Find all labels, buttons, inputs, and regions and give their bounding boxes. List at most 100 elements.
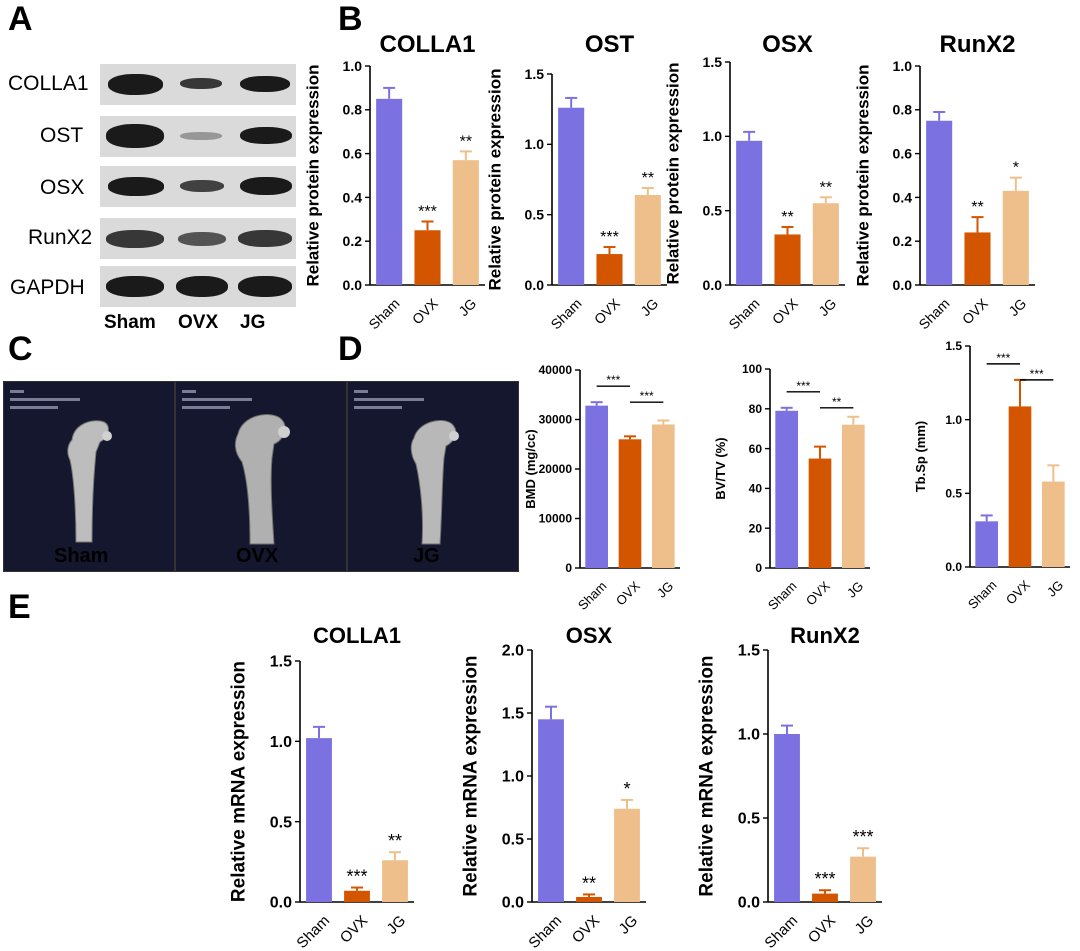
chart3-bar-1	[964, 232, 991, 285]
chart9-xtick-2: JG	[852, 912, 878, 938]
chart8-xtick-2: JG	[616, 912, 642, 938]
chart7-sig-2: **	[388, 831, 402, 851]
chart3-xtick-1: OVX	[959, 295, 992, 328]
chart9-sig-1: ***	[814, 869, 835, 889]
femur-ovx-icon	[234, 414, 290, 545]
chart3-ytick-label-1: 0.2	[893, 233, 913, 249]
chart1-xtick-0: Sham	[547, 295, 584, 332]
chart8-ytick-label-2: 1.0	[502, 769, 524, 786]
chart2-ylabel: Relative protein expression	[663, 62, 682, 284]
chart9-ytick-label-0: 0.0	[738, 895, 760, 912]
chart3-sig-1: **	[971, 199, 983, 216]
chart7-xtick-0: Sham	[293, 912, 333, 951]
chart9-ytick-label-1: 0.5	[738, 811, 760, 828]
chart5-ylabel: BV/TV (%)	[713, 437, 728, 499]
chart3-ylabel: Relative protein expression	[853, 64, 872, 286]
chart3-sig-2: *	[1013, 160, 1019, 177]
chart3-xtick-0: Sham	[915, 295, 952, 332]
chart0-xtick-1: OVX	[409, 295, 442, 328]
chart7-bar-0	[306, 738, 332, 902]
chart3-title: RunX2	[939, 31, 1015, 58]
chart4-ytick-label-0: 0	[565, 561, 572, 575]
chart4-ytick-label-2: 20000	[539, 462, 573, 476]
panel-label-d: D	[338, 330, 363, 368]
chart8-bar-1	[576, 896, 602, 902]
chart2-bar-0	[736, 140, 763, 285]
chart2-bar-1	[774, 234, 801, 285]
chart5-xtick-0: Sham	[765, 578, 800, 613]
chart1-xtick-1: OVX	[591, 295, 624, 328]
blot-strip-ost	[100, 116, 296, 157]
chart0-xtick-2: JG	[455, 295, 479, 319]
chart0-sig-2: **	[460, 133, 472, 150]
chart7-ytick-label-0: 0.0	[270, 895, 292, 912]
panel-label-c: C	[8, 330, 33, 368]
chart2-ytick-label-3: 1.5	[703, 54, 723, 70]
chart4-ytick-label-4: 40000	[539, 363, 573, 377]
chart9-xtick-0: Sham	[761, 912, 801, 951]
blot-strip-gapdh	[100, 266, 296, 307]
chart5-ytick-label-1: 20	[749, 521, 763, 535]
chart2-sig-1: **	[781, 209, 793, 226]
chart4-xtick-2: JG	[654, 578, 676, 600]
chart4-bar-1	[618, 439, 642, 568]
chart6-xtick-1: OVX	[1003, 577, 1033, 607]
chart5-xtick-2: JG	[844, 578, 866, 600]
femur-sham-icon	[67, 420, 112, 543]
chart1-sig-2: **	[642, 170, 654, 187]
chart2-xtick-0: Sham	[725, 295, 762, 332]
chart2-bar-2	[812, 203, 839, 285]
blot-label-runx2: RunX2	[28, 226, 93, 249]
chart6-bracket-label-1: ***	[1030, 367, 1044, 381]
chart4-ytick-label-1: 10000	[539, 512, 573, 526]
chart6-xtick-0: Sham	[965, 577, 1000, 612]
chart7-xtick-1: OVX	[337, 912, 371, 946]
chart7-ytick-label-2: 1.0	[270, 734, 292, 751]
chart2-title: OSX	[762, 31, 813, 58]
chart6-ytick-label-1: 0.5	[945, 487, 962, 501]
chart0-bar-1	[414, 230, 441, 285]
chart3-ytick-label-3: 0.6	[893, 146, 913, 162]
blot-lane-ovx: OVX	[178, 312, 219, 333]
chart5-ytick-label-4: 80	[749, 402, 763, 416]
chart5-bracket-label-1: **	[832, 395, 842, 409]
chart1-ytick-label-1: 0.5	[525, 207, 545, 223]
blot-strip-osx	[100, 166, 296, 207]
chart8-xtick-1: OVX	[569, 912, 603, 946]
chart4-bar-0	[585, 405, 608, 568]
blot-strip-colla1	[100, 64, 296, 105]
chart1-ylabel: Relative protein expression	[485, 68, 504, 290]
chart2-sig-2: **	[820, 179, 832, 196]
chart6-ylabel: Tb.Sp (mm)	[913, 421, 928, 493]
chart8-xtick-0: Sham	[525, 912, 565, 951]
chart8-ytick-label-3: 1.5	[502, 706, 524, 723]
chart6-ytick-label-3: 1.5	[945, 339, 962, 353]
blot-lane-jg: JG	[240, 312, 266, 333]
chart5-xtick-1: OVX	[803, 578, 833, 608]
chart9-ytick-label-3: 1.5	[738, 643, 760, 660]
chart1-ytick-label-3: 1.5	[525, 66, 545, 82]
chart5-ytick-label-5: 100	[742, 362, 762, 376]
chart0-ylabel: Relative protein expression	[303, 64, 322, 286]
chart9-ytick-label-2: 1.0	[738, 727, 760, 744]
chart3-ytick-label-0: 0.0	[893, 277, 913, 293]
blot-label-gapdh: GAPDH	[10, 276, 85, 299]
chart0-xtick-0: Sham	[365, 295, 402, 332]
ct-image-jg	[347, 381, 519, 572]
chart0-ytick-label-3: 0.6	[343, 146, 363, 162]
chart1-ytick-label-2: 1.0	[525, 136, 545, 152]
chart7-ytick-label-1: 0.5	[270, 814, 292, 831]
chart0-ytick-label-0: 0.0	[343, 277, 363, 293]
chart6-ytick-label-2: 1.0	[945, 413, 962, 427]
chart0-ytick-label-2: 0.4	[343, 189, 363, 205]
chart8-ytick-label-4: 2.0	[502, 643, 524, 660]
chart5-ytick-label-0: 0	[755, 561, 762, 575]
chart8-title: OSX	[566, 623, 613, 648]
chart1-bar-2	[634, 194, 661, 285]
panel-label-a: A	[8, 0, 33, 38]
chart8-bar-2	[614, 808, 640, 902]
chart5-bar-1	[808, 458, 832, 568]
ct-image-sham	[3, 381, 175, 572]
chart0-bar-2	[452, 160, 479, 285]
